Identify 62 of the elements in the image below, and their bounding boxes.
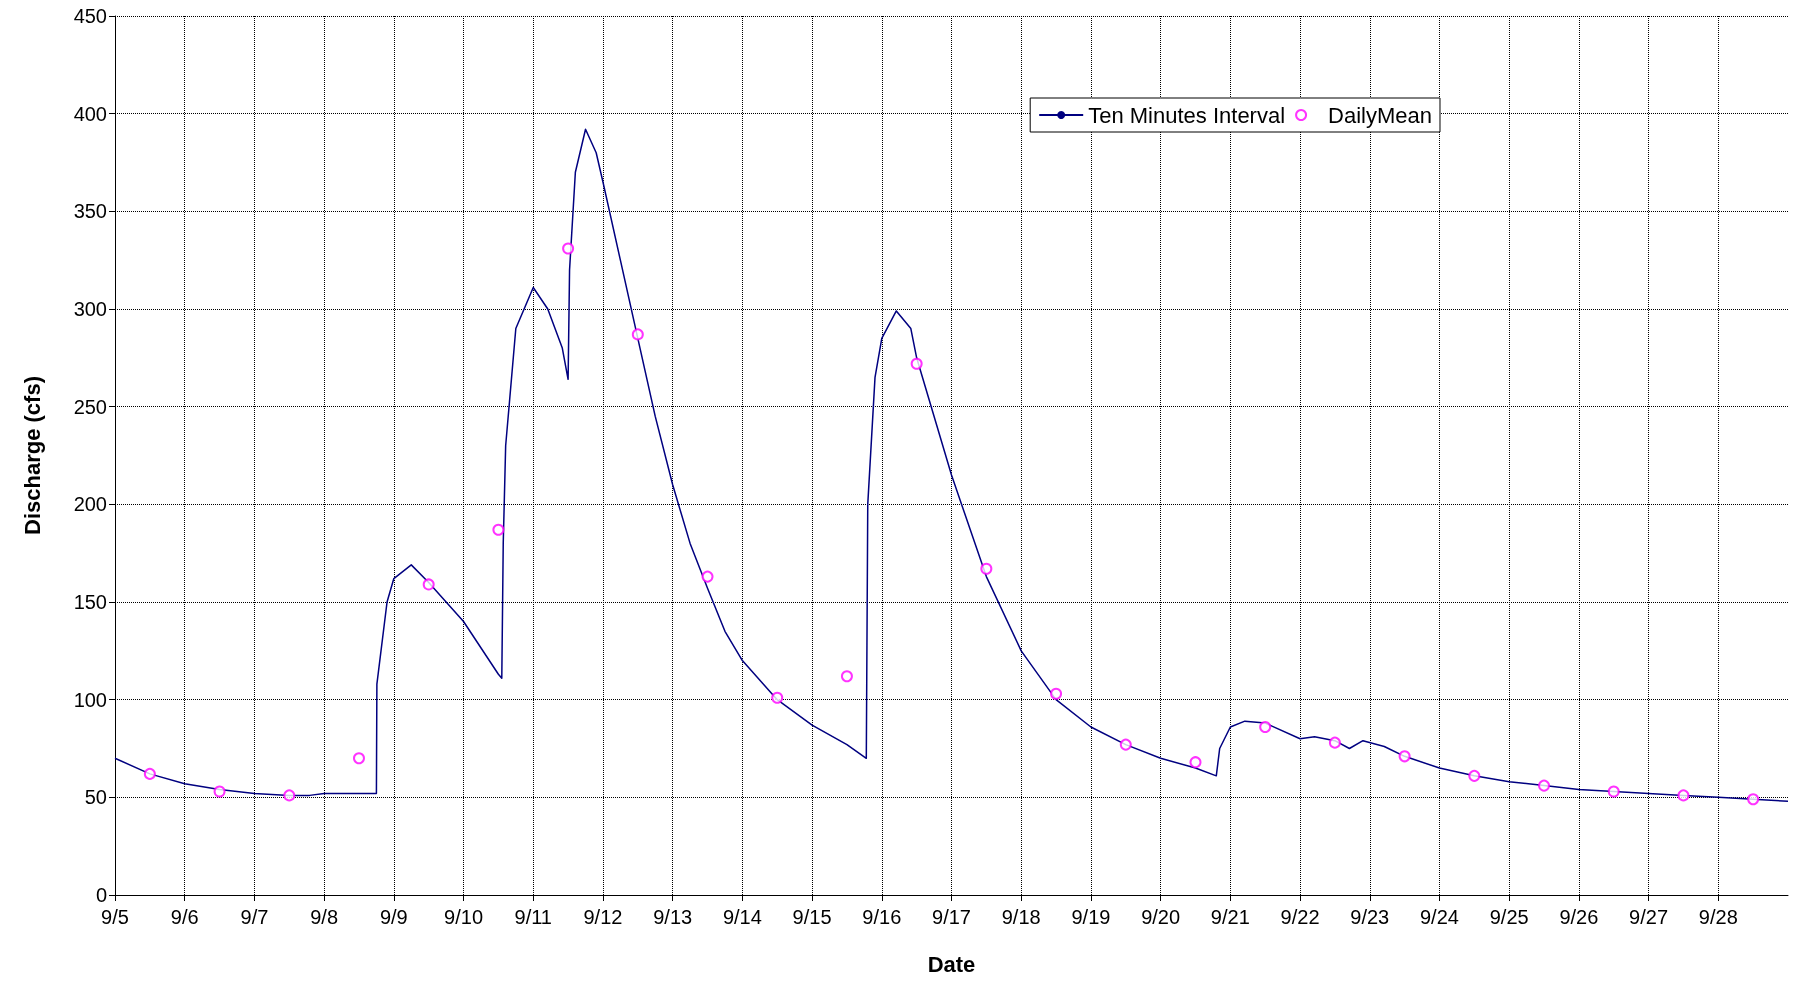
y-tick-label: 450 [73, 5, 107, 27]
x-tick-label: 9/26 [1559, 906, 1599, 928]
x-tick-label: 9/22 [1280, 906, 1320, 928]
x-tick-label: 9/18 [1001, 906, 1041, 928]
point [1677, 789, 1690, 802]
point [840, 670, 853, 683]
point [352, 752, 365, 765]
y-tick-label: 250 [73, 395, 107, 418]
x-tick-label: 9/10 [444, 906, 484, 928]
point [1050, 687, 1063, 700]
point [980, 562, 993, 575]
x-tick-label: 9/9 [379, 906, 408, 928]
point [910, 357, 923, 370]
point [1538, 779, 1551, 792]
x-tick-label: 9/12 [583, 906, 623, 928]
point [1468, 769, 1481, 782]
point [492, 523, 505, 536]
x-tick-label: 9/15 [792, 906, 832, 928]
y-tick-label: 50 [84, 786, 107, 809]
x-tick-label: 9/27 [1629, 906, 1669, 928]
legend-label: Ten Minutes Interval [1088, 102, 1286, 128]
point [1328, 736, 1341, 749]
point [1747, 793, 1760, 806]
x-tick-label: 9/16 [862, 906, 902, 928]
point [1607, 785, 1620, 798]
x-tick-label: 9/14 [722, 906, 762, 928]
y-tick-label: 0 [95, 884, 107, 906]
x-tick-label: 9/21 [1210, 906, 1250, 928]
point [143, 767, 156, 780]
legend-label: DailyMean [1328, 102, 1433, 128]
y-tick-label: 350 [73, 200, 107, 223]
x-axis-title: Date [927, 951, 976, 977]
x-tick-label: 9/24 [1419, 906, 1459, 928]
point [1189, 756, 1202, 769]
x-tick-label: 9/7 [240, 906, 269, 928]
point [701, 570, 714, 583]
y-tick-label: 100 [73, 688, 107, 711]
y-tick-label: 200 [73, 493, 107, 516]
point [1259, 721, 1272, 734]
y-axis-title: Discharge (cfs) [19, 376, 45, 535]
x-tick-label: 9/8 [310, 906, 339, 928]
x-tick-label: 9/25 [1489, 906, 1529, 928]
x-tick-label: 9/20 [1141, 906, 1181, 928]
x-tick-label: 9/11 [514, 906, 552, 928]
x-tick-label: 9/5 [101, 906, 129, 928]
x-tick-label: 9/17 [932, 906, 971, 928]
point [562, 242, 575, 255]
point [422, 578, 435, 591]
y-tick-label: 400 [73, 102, 107, 125]
y-tick-label: 300 [73, 298, 107, 320]
point [1398, 750, 1411, 763]
point [1119, 738, 1132, 751]
x-tick-label: 9/6 [170, 906, 199, 928]
x-tick-label: 9/13 [653, 906, 693, 928]
point [213, 785, 226, 798]
point [283, 789, 296, 802]
y-tick-label: 150 [73, 591, 107, 613]
x-tick-label: 9/23 [1350, 906, 1390, 928]
point [631, 328, 644, 341]
point [771, 691, 784, 704]
x-tick-label: 9/28 [1698, 906, 1738, 928]
x-tick-label: 9/19 [1071, 906, 1111, 928]
